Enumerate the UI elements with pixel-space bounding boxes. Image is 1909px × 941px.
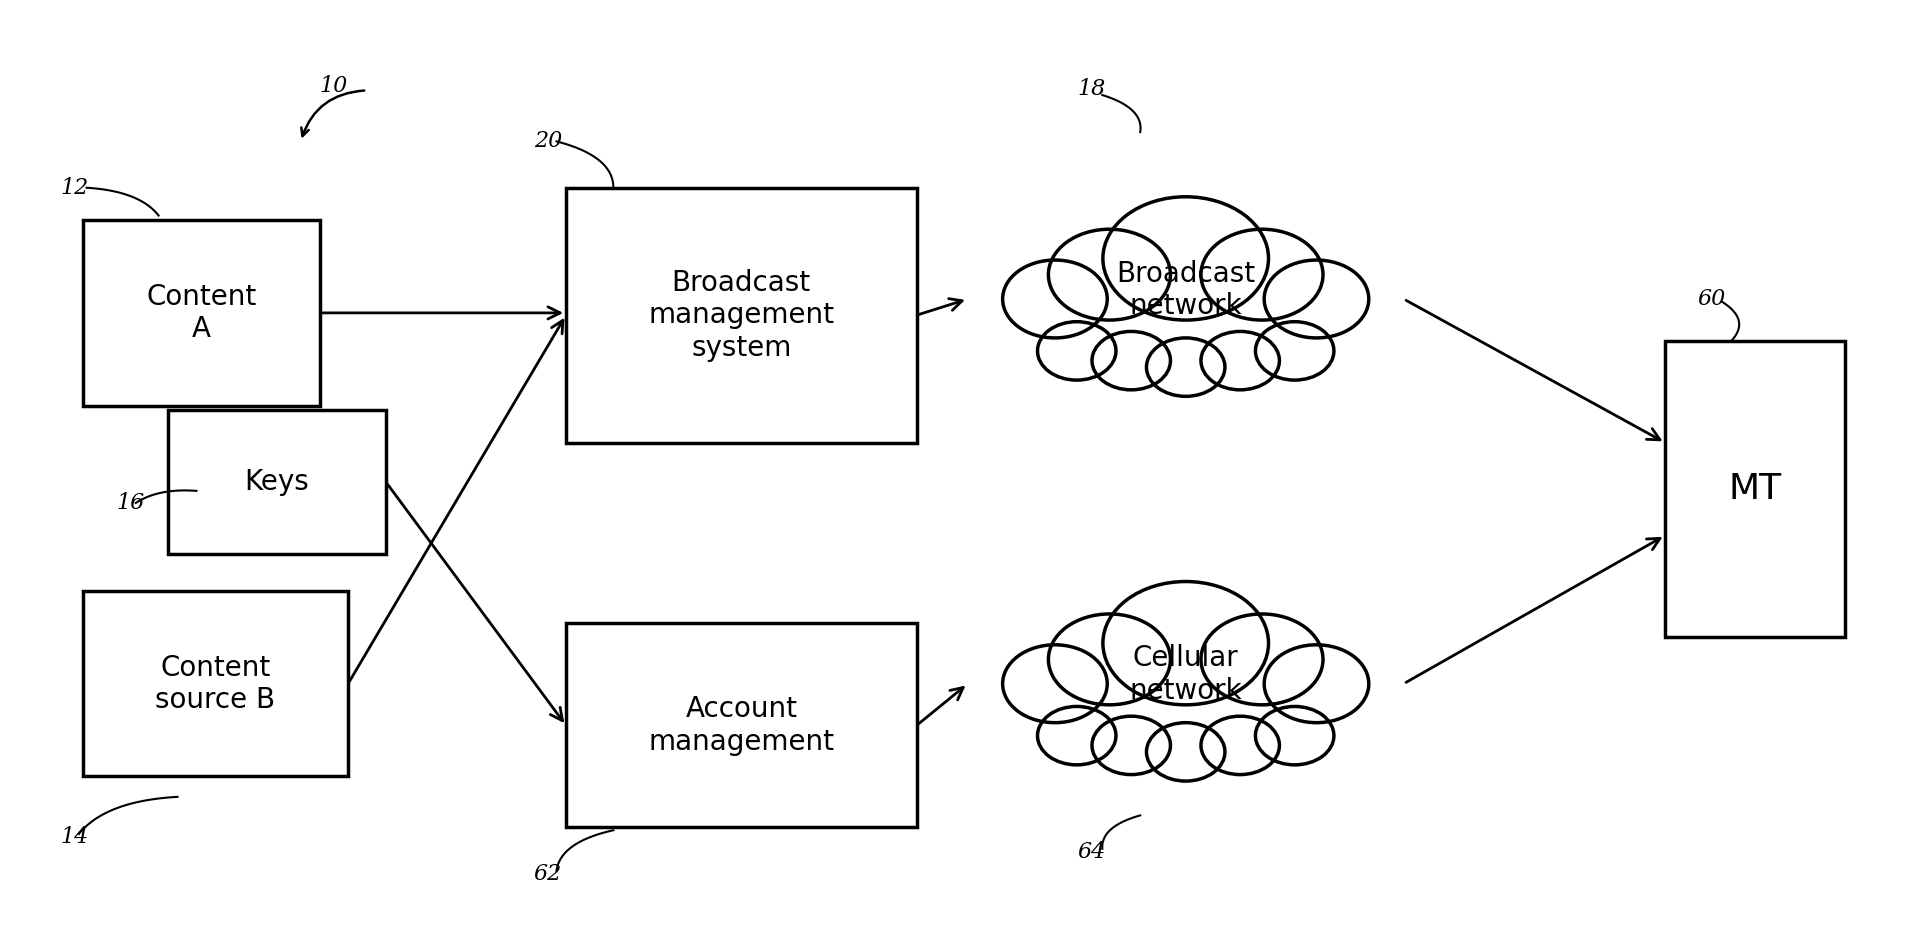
Text: 16: 16 <box>116 492 145 514</box>
Bar <box>82 220 319 406</box>
Text: 12: 12 <box>59 177 88 199</box>
Ellipse shape <box>1264 260 1369 338</box>
Text: Broadcast
network: Broadcast network <box>1117 260 1256 320</box>
Ellipse shape <box>1256 322 1334 380</box>
Ellipse shape <box>1256 707 1334 765</box>
Bar <box>565 624 916 827</box>
Text: Content
A: Content A <box>147 282 256 343</box>
Ellipse shape <box>1037 322 1117 380</box>
Bar <box>82 591 347 776</box>
Ellipse shape <box>1264 645 1369 723</box>
Ellipse shape <box>1147 723 1226 781</box>
Bar <box>168 410 386 554</box>
Text: 62: 62 <box>535 863 561 885</box>
Ellipse shape <box>1092 716 1170 774</box>
Text: 20: 20 <box>535 131 561 152</box>
Text: Cellular
network: Cellular network <box>1130 645 1243 705</box>
Ellipse shape <box>1103 197 1268 320</box>
Text: 18: 18 <box>1079 77 1105 100</box>
Text: 14: 14 <box>59 825 88 848</box>
Ellipse shape <box>1201 614 1323 705</box>
Text: 60: 60 <box>1697 288 1726 310</box>
Ellipse shape <box>1103 582 1268 705</box>
Ellipse shape <box>1147 338 1226 396</box>
Text: Account
management: Account management <box>649 695 834 756</box>
Bar <box>1665 341 1846 637</box>
Text: Broadcast
management
system: Broadcast management system <box>649 269 834 361</box>
Text: Keys: Keys <box>244 468 309 496</box>
Text: 10: 10 <box>319 74 347 97</box>
Ellipse shape <box>1201 230 1323 320</box>
Ellipse shape <box>1048 614 1170 705</box>
Text: MT: MT <box>1730 472 1781 506</box>
Ellipse shape <box>1037 707 1117 765</box>
Ellipse shape <box>1201 331 1279 390</box>
Ellipse shape <box>1092 331 1170 390</box>
Ellipse shape <box>1002 645 1107 723</box>
Text: 64: 64 <box>1079 841 1105 864</box>
Ellipse shape <box>1201 716 1279 774</box>
Ellipse shape <box>1002 260 1107 338</box>
Bar <box>565 188 916 442</box>
Text: Content
source B: Content source B <box>155 654 275 714</box>
Ellipse shape <box>1048 230 1170 320</box>
